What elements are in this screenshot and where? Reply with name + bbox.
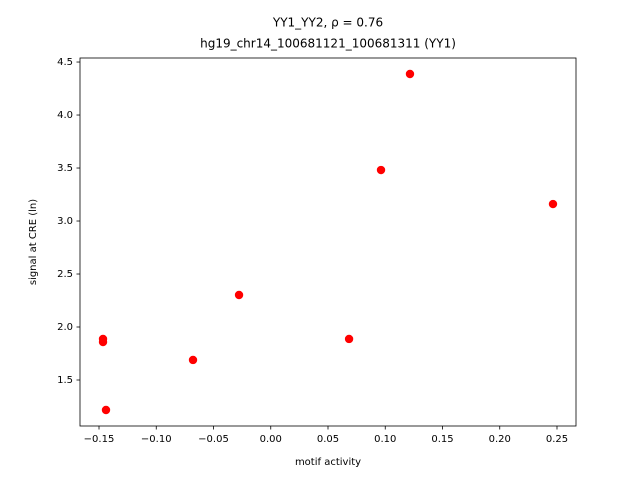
chart-title: YY1_YY2, ρ = 0.76 <box>272 16 383 30</box>
x-tick-label: 0.10 <box>374 434 396 445</box>
point <box>344 334 354 344</box>
point <box>548 199 558 209</box>
x-tick-label: 0.00 <box>260 434 282 445</box>
y-tick-label: 4.5 <box>57 57 73 68</box>
y-tick-label: 1.5 <box>57 375 73 386</box>
point <box>405 69 415 79</box>
point <box>376 165 386 175</box>
x-tick-label: 0.15 <box>431 434 453 445</box>
x-tick-label: 0.25 <box>546 434 568 445</box>
x-tick-label: 0.20 <box>489 434 511 445</box>
point <box>188 355 198 365</box>
x-axis-label: motif activity <box>295 457 361 468</box>
x-tick-label: −0.15 <box>84 434 115 445</box>
y-tick-label: 3.0 <box>57 216 73 227</box>
point <box>234 290 244 300</box>
y-tick-label: 2.5 <box>57 269 73 280</box>
chart-subtitle: hg19_chr14_100681121_100681311 (YY1) <box>200 37 456 51</box>
x-tick-label: −0.10 <box>141 434 172 445</box>
y-axis-label: signal at CRE (ln) <box>28 199 39 285</box>
point <box>98 337 108 347</box>
y-tick-label: 3.5 <box>57 163 73 174</box>
x-tick-label: 0.05 <box>317 434 339 445</box>
point <box>101 405 111 415</box>
y-tick-label: 4.0 <box>57 110 73 121</box>
x-tick-label: −0.05 <box>198 434 229 445</box>
y-tick-label: 2.0 <box>57 322 73 333</box>
